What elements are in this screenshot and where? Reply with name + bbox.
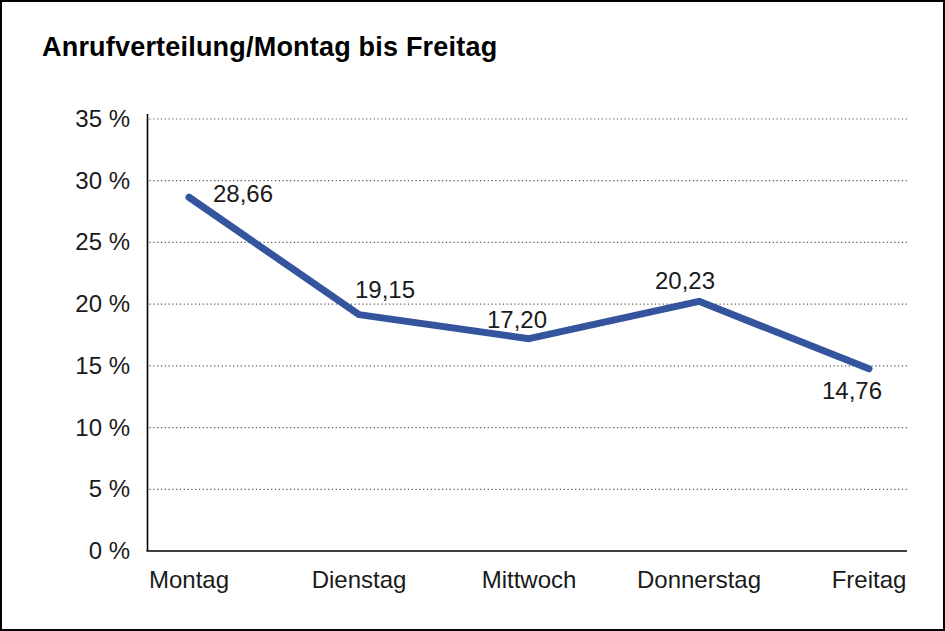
data-label: 19,15 (355, 276, 415, 303)
series-line (189, 197, 869, 369)
y-tick-label: 0 % (89, 537, 130, 564)
x-axis-label: Freitag (832, 566, 907, 593)
x-axis-label: Mittwoch (482, 566, 577, 593)
y-tick-label: 35 % (75, 105, 130, 132)
data-label: 14,76 (822, 377, 882, 404)
chart-frame: Anrufverteilung/Montag bis Freitag 0 %5 … (0, 0, 945, 631)
data-label: 20,23 (655, 267, 715, 294)
x-axis-label: Donnerstag (637, 566, 761, 593)
y-tick-label: 20 % (75, 290, 130, 317)
data-label: 28,66 (213, 180, 273, 207)
y-tick-label: 25 % (75, 228, 130, 255)
y-tick-label: 5 % (89, 475, 130, 502)
y-tick-label: 15 % (75, 352, 130, 379)
y-tick-label: 30 % (75, 167, 130, 194)
data-label: 17,20 (487, 306, 547, 333)
x-axis-label: Montag (149, 566, 229, 593)
x-axis-label: Dienstag (312, 566, 407, 593)
line-chart: 0 % 5 % 10 % 15 % 20 % 25 % 30 % 35 % 28,66 19,15… (2, 2, 945, 631)
y-tick-label: 10 % (75, 414, 130, 441)
